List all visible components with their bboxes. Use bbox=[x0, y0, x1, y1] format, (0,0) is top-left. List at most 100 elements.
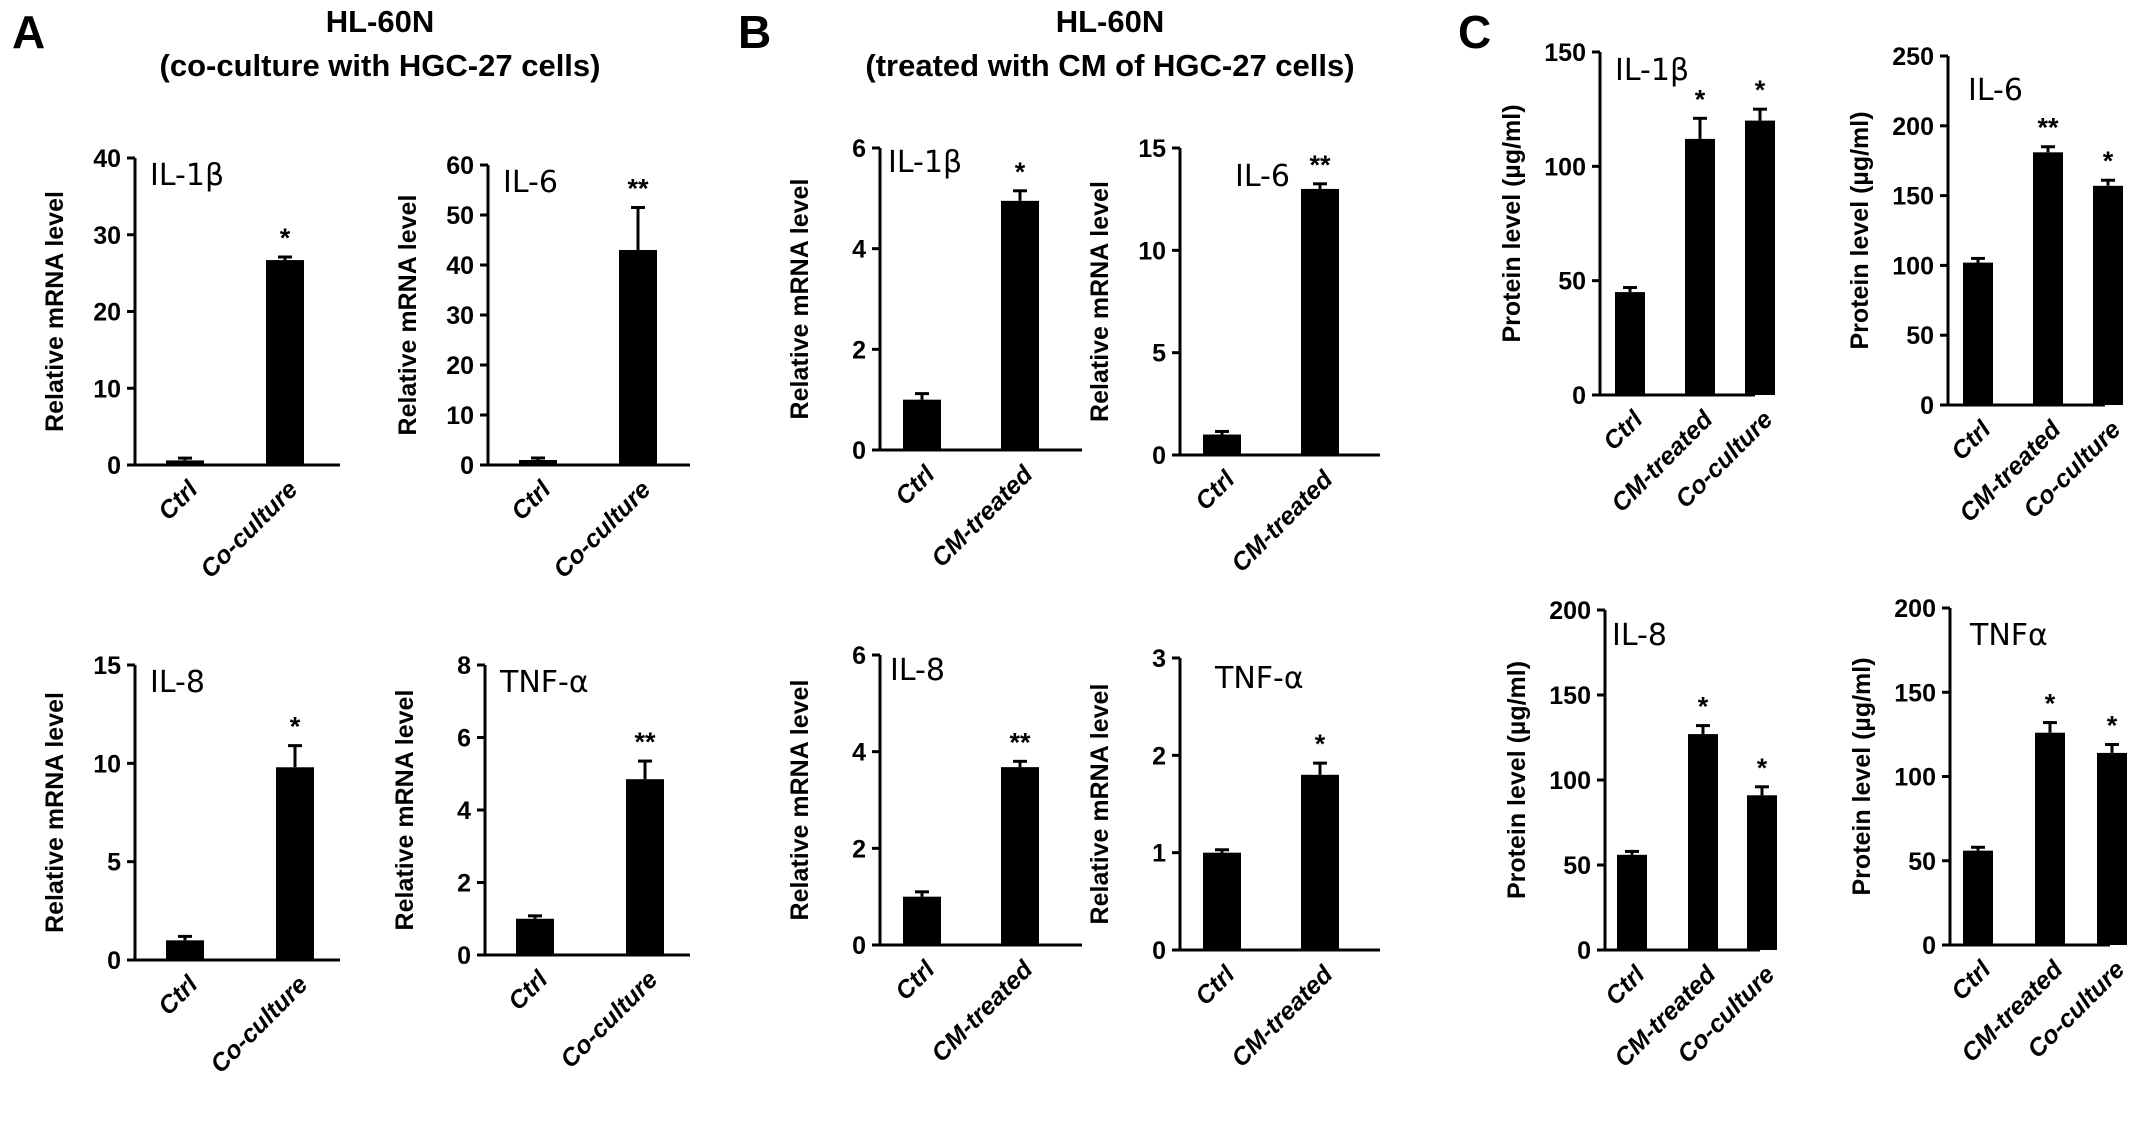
bar-co-culture bbox=[619, 250, 657, 465]
y-tick-label: 0 bbox=[1577, 937, 1591, 965]
panel-title-b-line-2: (treated with CM of HGC-27 cells) bbox=[865, 48, 1354, 83]
bar-ctrl bbox=[516, 918, 554, 955]
y-axis-label: Relative mRNA level bbox=[391, 690, 419, 931]
panel-label-c: C bbox=[1458, 6, 1491, 58]
y-tick-label: 100 bbox=[1894, 764, 1936, 792]
y-tick-label: 1 bbox=[1152, 840, 1166, 868]
category-label: Ctrl bbox=[1190, 465, 1241, 516]
significance-marker: ** bbox=[1009, 727, 1031, 757]
bar-cm-treated bbox=[1688, 734, 1718, 950]
y-axis-label: Relative mRNA level bbox=[41, 191, 69, 432]
panel-title-a-line-2: (co-culture with HGC-27 cells) bbox=[160, 48, 601, 83]
y-tick-label: 50 bbox=[1563, 852, 1591, 880]
bar-ctrl bbox=[1617, 854, 1647, 950]
y-tick-label: 0 bbox=[1152, 442, 1166, 470]
significance-marker: * bbox=[1698, 692, 1709, 722]
y-axis-label: Relative mRNA level bbox=[786, 179, 814, 420]
bar-ctrl bbox=[903, 399, 941, 450]
gene-label: IL-6 bbox=[503, 165, 558, 200]
y-tick-label: 30 bbox=[446, 302, 474, 330]
y-tick-label: 0 bbox=[1920, 392, 1934, 420]
bar-ctrl bbox=[1615, 292, 1645, 395]
y-tick-label: 100 bbox=[1892, 252, 1934, 280]
category-label: CM-treated bbox=[1226, 465, 1339, 578]
y-tick-label: 0 bbox=[107, 947, 121, 975]
category-label: CM-treated bbox=[926, 460, 1039, 573]
panel-title-a-line-1: HL-60N bbox=[326, 4, 435, 39]
y-tick-label: 30 bbox=[93, 222, 121, 250]
gene-label: TNF-α bbox=[499, 665, 589, 700]
gene-label: IL-1β bbox=[1615, 53, 1689, 88]
bar-cm-treated bbox=[1001, 767, 1039, 945]
y-tick-label: 5 bbox=[1152, 340, 1166, 368]
gene-label: TNF-α bbox=[1214, 661, 1304, 696]
y-tick-label: 4 bbox=[852, 739, 866, 767]
bar-ctrl bbox=[166, 460, 204, 465]
y-tick-label: 5 bbox=[107, 849, 121, 877]
y-tick-label: 50 bbox=[446, 202, 474, 230]
bar-ctrl bbox=[1203, 852, 1241, 950]
y-tick-label: 20 bbox=[93, 299, 121, 327]
y-tick-label: 150 bbox=[1549, 682, 1591, 710]
category-label: Co-culture bbox=[555, 965, 663, 1073]
bar-ctrl bbox=[903, 896, 941, 945]
bar-cm-treated bbox=[1301, 774, 1339, 950]
bar-cm-treated bbox=[2035, 732, 2065, 945]
y-tick-label: 0 bbox=[1152, 937, 1166, 965]
panel-label-b: B bbox=[738, 6, 771, 58]
gene-label: TNFα bbox=[1969, 618, 2048, 653]
significance-marker: * bbox=[1757, 753, 1768, 783]
y-tick-label: 15 bbox=[1138, 135, 1166, 163]
y-axis-label: Protein level (µg/ml) bbox=[1848, 657, 1876, 895]
y-axis-label: Relative mRNA level bbox=[1086, 181, 1114, 422]
category-label: Ctrl bbox=[890, 460, 941, 511]
y-tick-label: 50 bbox=[1908, 848, 1936, 876]
y-tick-label: 8 bbox=[457, 652, 471, 680]
bar-ctrl bbox=[1963, 850, 1993, 945]
significance-marker: ** bbox=[1309, 150, 1331, 180]
chart-c-11: 0 50 100 150 200 Protein level (µg/ml) IL-8 Ctr… bbox=[1503, 597, 1780, 1073]
y-axis-label: Relative mRNA level bbox=[394, 195, 422, 436]
bar-co-culture bbox=[1747, 795, 1777, 950]
y-tick-label: 6 bbox=[852, 135, 866, 163]
category-label: CM-treated bbox=[1226, 960, 1339, 1073]
y-tick-label: 150 bbox=[1544, 39, 1586, 67]
y-tick-label: 0 bbox=[1922, 932, 1936, 960]
y-tick-label: 2 bbox=[852, 835, 866, 863]
y-tick-label: 0 bbox=[1572, 382, 1586, 410]
y-tick-label: 4 bbox=[457, 797, 471, 825]
bar-cm-treated bbox=[1685, 138, 1715, 396]
y-tick-label: 40 bbox=[93, 145, 121, 173]
bar-cm-treated bbox=[1301, 188, 1339, 455]
category-label: Ctrl bbox=[1946, 415, 1997, 466]
significance-marker: * bbox=[2045, 689, 2056, 719]
y-tick-label: 0 bbox=[457, 942, 471, 970]
category-label: Ctrl bbox=[503, 965, 554, 1016]
significance-marker: ** bbox=[2037, 113, 2059, 143]
y-tick-label: 10 bbox=[1138, 237, 1166, 265]
y-tick-label: 2 bbox=[457, 870, 471, 898]
category-label: Co-culture bbox=[195, 475, 303, 583]
category-label: Ctrl bbox=[506, 475, 557, 526]
significance-marker: * bbox=[280, 223, 291, 253]
category-label: Ctrl bbox=[1600, 960, 1651, 1011]
category-label: Ctrl bbox=[1946, 955, 1997, 1006]
y-tick-label: 15 bbox=[93, 652, 121, 680]
bar-co-culture bbox=[266, 260, 304, 465]
y-tick-label: 0 bbox=[852, 932, 866, 960]
y-tick-label: 150 bbox=[1892, 183, 1934, 211]
y-axis-label: Protein level (µg/ml) bbox=[1846, 111, 1874, 349]
bar-ctrl bbox=[519, 460, 557, 465]
y-axis-label: Relative mRNA level bbox=[786, 680, 814, 921]
chart-b-6: 0 5 10 15 Relative mRNA level IL-6 Ctrl ** CM-tr… bbox=[1086, 135, 1380, 578]
y-tick-label: 2 bbox=[852, 336, 866, 364]
y-tick-label: 50 bbox=[1906, 322, 1934, 350]
chart-a-3: 0 5 10 15 Relative mRNA level IL-8 Ctrl * Co-cul… bbox=[41, 652, 340, 1079]
bar-co-culture bbox=[276, 767, 314, 960]
category-label: CM-treated bbox=[926, 955, 1039, 1068]
bar-ctrl bbox=[166, 940, 204, 960]
y-tick-label: 3 bbox=[1152, 645, 1166, 673]
bar-cm-treated bbox=[2033, 152, 2063, 405]
chart-c-9: 0 50 100 150 Protein level (µg/ml) IL-1β Ctrl *… bbox=[1498, 39, 1778, 518]
